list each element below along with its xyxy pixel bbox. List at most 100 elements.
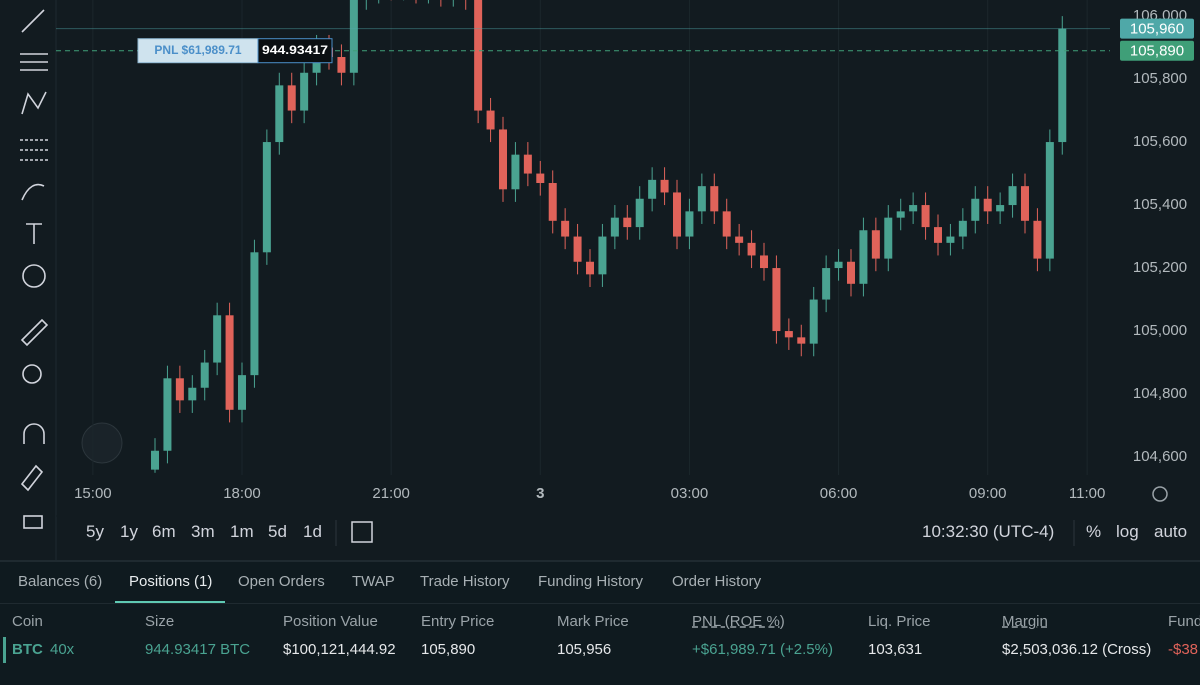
tool-lock[interactable] [23, 515, 43, 529]
x-tick-label: 3 [536, 485, 544, 502]
scale-option[interactable]: log [1116, 522, 1139, 541]
tab[interactable]: Funding History [538, 573, 644, 590]
candle-body [536, 173, 545, 184]
chart: 104,600 104,800 105,000 105,200 105,400 105,6… [20, 0, 1194, 560]
x-tick-label: 21:00 [372, 485, 410, 502]
candle-body [1020, 186, 1029, 221]
candle-body [822, 268, 831, 300]
tool-pattern[interactable] [21, 91, 47, 115]
size-badge-label: 944.93417 [262, 43, 328, 57]
candle-body [200, 362, 209, 388]
table-cell: 105,956 [557, 641, 612, 658]
column-header[interactable]: Position Value [283, 613, 378, 630]
table-cell: $2,503,036.12 (Cross) [1002, 641, 1152, 658]
y-tick-label: 105,200 [1133, 259, 1187, 276]
tab[interactable]: TWAP [352, 573, 395, 590]
candle-body [735, 236, 744, 243]
tool-brush[interactable] [21, 183, 45, 201]
column-header: Coin [12, 613, 43, 630]
candle-body [672, 192, 681, 237]
table-cell: -$38 [1168, 641, 1199, 658]
candle-body [474, 0, 483, 111]
candle-body [511, 154, 520, 190]
y-tick-label: 104,600 [1133, 448, 1187, 465]
scale-option[interactable]: auto [1154, 522, 1188, 541]
pnl-badge [137, 38, 259, 64]
candle-body [499, 129, 508, 190]
candle-body [151, 450, 160, 470]
tab-divider [0, 603, 1200, 604]
candle-body [188, 387, 197, 401]
clock: 10:32:30 (UTC-4) [922, 522, 1055, 541]
tool-ruler[interactable] [20, 318, 49, 347]
table-cell: 40x [50, 641, 75, 658]
candle-body [946, 236, 955, 243]
y-tick-label: 105,000 [1133, 322, 1187, 339]
tool-text[interactable] [26, 223, 42, 244]
column-header: Fund [1168, 613, 1200, 630]
timeframe-button[interactable]: 6m [152, 522, 176, 541]
candle-body [846, 261, 855, 284]
tab[interactable]: Positions (1) [129, 573, 213, 590]
candle-body [697, 186, 706, 212]
tab-underline [115, 601, 225, 603]
tool-channel[interactable] [20, 53, 48, 71]
candle-body [610, 217, 619, 237]
timeframe-button[interactable]: 3m [191, 522, 215, 541]
price-badge [1120, 40, 1194, 61]
date-range-icon[interactable] [351, 521, 373, 543]
candle-body [238, 375, 247, 410]
candle-body [250, 252, 259, 376]
candle-body [784, 331, 793, 338]
scale-option[interactable]: % [1086, 522, 1102, 541]
timeframe-button[interactable]: 1d [303, 522, 322, 541]
column-header: Size [145, 613, 175, 630]
settings-icon[interactable] [1152, 486, 1168, 502]
candle-body [349, 0, 358, 73]
candle-body [262, 142, 271, 253]
pnl-badge-label: PNL $61,989.71 [154, 43, 242, 57]
candle-body [561, 220, 570, 237]
timeframe-button[interactable]: 5y [86, 522, 104, 541]
table-cell: 944.93417 BTC [145, 641, 251, 658]
candle-body [623, 217, 632, 228]
timeframe-button[interactable]: 1y [120, 522, 138, 541]
candle-body [921, 205, 930, 228]
candle-body [747, 242, 756, 256]
candle-body [300, 72, 309, 111]
tab[interactable]: Open Orders [238, 573, 325, 590]
candle-body [834, 261, 843, 269]
table-cell: BTC [12, 641, 43, 658]
table-cell: +$61,989.71 (+2.5%) [692, 641, 833, 658]
tool-lock-draw[interactable] [20, 464, 44, 492]
tool-zoom[interactable] [22, 364, 42, 384]
candle-body [685, 211, 694, 237]
candle-body [933, 227, 942, 243]
candle-body [548, 183, 557, 221]
tool-emoji[interactable] [22, 264, 46, 288]
tab[interactable]: Trade History [420, 573, 510, 590]
candle-body [486, 110, 495, 130]
candle-body [213, 315, 222, 363]
column-header: Entry Price [421, 613, 495, 630]
candle-body [871, 230, 880, 259]
candle-body [598, 236, 607, 275]
timeframe-button[interactable]: 1m [230, 522, 254, 541]
candle-body [710, 186, 719, 212]
y-tick-label: 105,600 [1133, 133, 1187, 150]
tab[interactable]: Balances (6) [18, 573, 103, 590]
candle-body [635, 198, 644, 228]
tool-magnet[interactable] [23, 423, 45, 444]
tool-line[interactable] [21, 9, 45, 33]
toolbar [20, 9, 49, 529]
candle-body [175, 378, 184, 401]
timeframe-button[interactable]: 5d [268, 522, 287, 541]
column-header: PNL (ROE %) [692, 613, 785, 630]
candle-body [1058, 28, 1067, 143]
x-tick-label: 11:00 [1069, 485, 1105, 502]
x-tick-label: 09:00 [969, 485, 1007, 502]
candle-body [337, 57, 346, 73]
candle-body [1008, 186, 1017, 206]
tab[interactable]: Order History [672, 573, 762, 590]
